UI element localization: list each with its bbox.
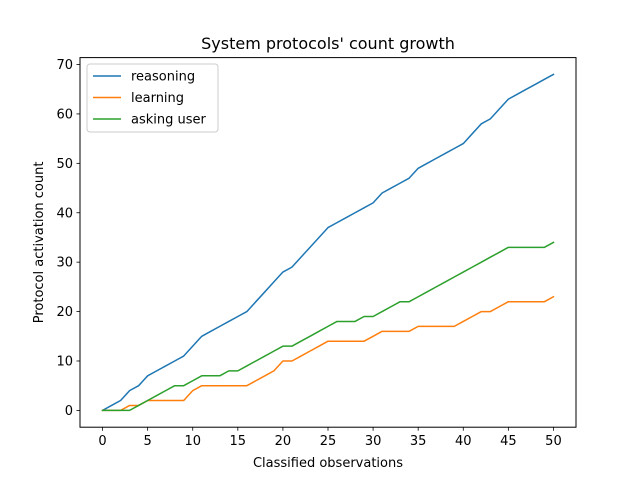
y-tick-label: 0 (65, 404, 73, 419)
series-layer (101, 73, 555, 412)
legend-label: reasoning (131, 70, 195, 85)
series-line-reasoning (101, 73, 555, 412)
x-tick-label: 35 (410, 434, 427, 449)
ticks-layer: 0 5 10 15 20 25 30 35 40 45 50 0 10 20 30 40 50 60 70 (56, 58, 561, 449)
legend-label: learning (131, 91, 184, 106)
y-tick-label: 70 (56, 58, 73, 73)
y-tick-label: 10 (56, 354, 73, 369)
y-tick-label: 40 (56, 206, 73, 221)
x-tick-label: 25 (320, 434, 337, 449)
y-tick-label: 20 (56, 305, 73, 320)
x-tick-label: 15 (230, 434, 247, 449)
y-tick-label: 30 (56, 256, 73, 271)
legend-box (86, 63, 219, 133)
legend: reasoning learning asking user (86, 63, 219, 133)
x-tick-label: 10 (184, 434, 201, 449)
y-tick-label: 50 (56, 157, 73, 172)
y-tick-label: 60 (56, 107, 73, 122)
x-tick-label: 20 (275, 434, 292, 449)
x-tick-label: 50 (545, 434, 562, 449)
x-axis-label: Classified observations (253, 456, 403, 471)
series-line-learning (101, 295, 555, 412)
x-tick-label: 45 (500, 434, 517, 449)
x-tick-label: 30 (365, 434, 382, 449)
x-tick-label: 40 (455, 434, 472, 449)
plot-frame (79, 57, 577, 428)
legend-label: asking user (131, 113, 207, 128)
x-tick-label: 0 (98, 434, 106, 449)
series-line-asking-user (101, 241, 555, 412)
y-axis-label: Protocol activation count (32, 162, 47, 324)
x-tick-label: 5 (143, 434, 151, 449)
chart-title: System protocols' count growth (201, 34, 455, 53)
